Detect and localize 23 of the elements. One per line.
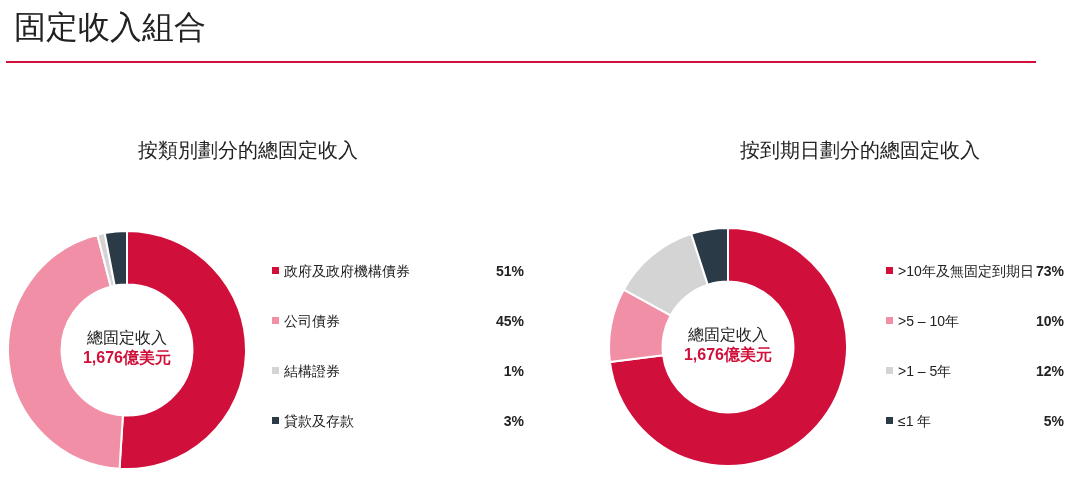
legend-label: >10年及無固定到期日 xyxy=(898,262,1034,280)
legend-label: >5 – 10年 xyxy=(898,312,960,330)
data-label: 10% xyxy=(1035,312,1064,330)
legend-label: ≤1 年 xyxy=(898,412,932,430)
data-label: 45% xyxy=(495,312,524,330)
data-label: 12% xyxy=(1035,362,1064,380)
text: 1,676億美元 xyxy=(81,348,172,368)
legend-label: 結構證券 xyxy=(284,362,340,380)
legend-label: 貸款及存款 xyxy=(284,412,354,430)
data-label: 5% xyxy=(1043,412,1064,430)
data-label: 51% xyxy=(495,262,524,280)
text: 總固定收入 xyxy=(687,325,769,345)
text: 1,676億美元 xyxy=(682,345,773,365)
data-label: 3% xyxy=(503,412,524,430)
text: 總固定收入 xyxy=(86,328,168,348)
data-label: 73% xyxy=(1035,262,1064,280)
chart-title: 按類別劃分的總固定收入 xyxy=(138,138,358,163)
text: 固定收入組合 xyxy=(14,8,206,47)
chart-title: 按到期日劃分的總固定收入 xyxy=(740,138,980,163)
legend-label: >1 – 5年 xyxy=(898,362,952,380)
legend-label: 政府及政府機構債券 xyxy=(284,262,410,280)
data-label: 1% xyxy=(503,362,524,380)
legend-label: 公司債券 xyxy=(284,312,340,330)
